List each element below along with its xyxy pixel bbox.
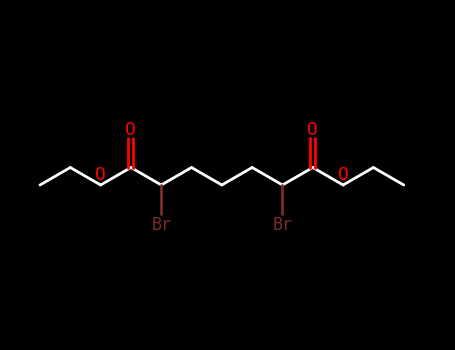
Text: O: O (338, 166, 349, 184)
Text: O: O (126, 121, 136, 139)
Text: O: O (308, 121, 318, 139)
Text: Br: Br (273, 217, 293, 235)
Text: Br: Br (151, 217, 171, 235)
Text: O: O (95, 166, 106, 184)
